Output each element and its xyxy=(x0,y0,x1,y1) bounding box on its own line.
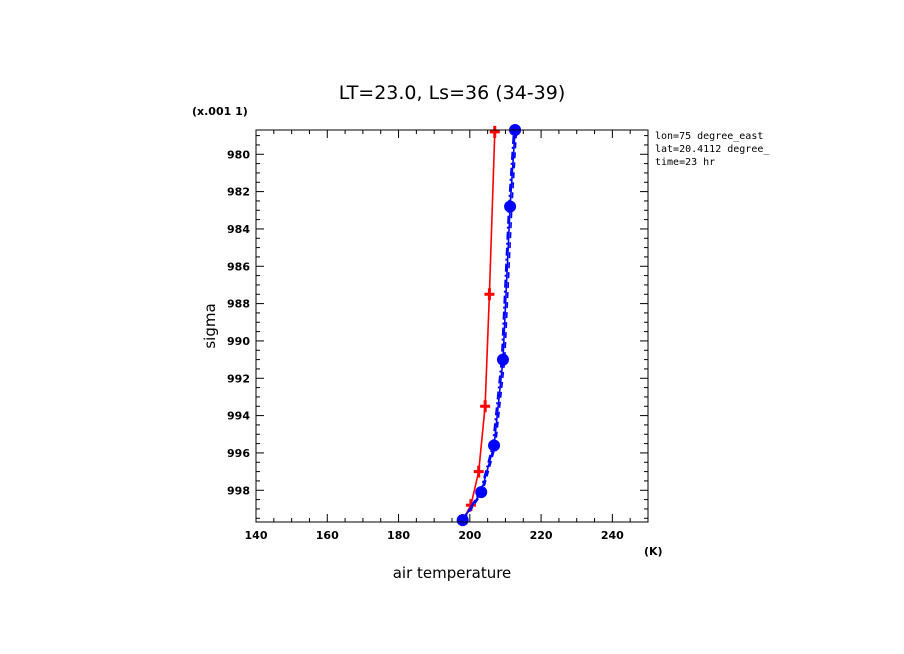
x-tick-label: 240 xyxy=(601,529,624,542)
y-scale-note: (x.001 1) xyxy=(192,105,248,118)
series-point-0 xyxy=(480,400,491,413)
y-tick-label: 982 xyxy=(227,186,250,199)
y-tick-label: 984 xyxy=(227,223,250,236)
axes-ticks: 140 160 180 200 220 240 980 982 984 986 988 990 992 9… xyxy=(227,130,649,542)
x-axis-label: air temperature xyxy=(393,564,512,582)
series-line-2 xyxy=(463,129,518,521)
info-lon: lon=75 degree_east xyxy=(655,131,763,142)
y-tick-label: 998 xyxy=(227,484,250,497)
y-tick-label: 988 xyxy=(227,298,250,311)
x-unit-label: (K) xyxy=(644,545,663,558)
series-point-1 xyxy=(475,486,488,499)
series-point-0 xyxy=(484,288,495,301)
x-tick-label: 180 xyxy=(387,529,410,542)
info-lat: lat=20.4112 degree_ xyxy=(655,144,770,155)
series-line-3 xyxy=(461,129,515,521)
series-point-1 xyxy=(488,439,501,452)
y-tick-label: 994 xyxy=(227,410,250,423)
series-point-0 xyxy=(473,465,484,478)
x-tick-label: 220 xyxy=(530,529,553,542)
y-tick-label: 992 xyxy=(227,372,250,385)
y-tick-label: 990 xyxy=(227,335,250,348)
info-time: time=23 hr xyxy=(655,157,715,168)
series-point-0 xyxy=(489,125,500,138)
series-point-1 xyxy=(504,200,517,213)
y-tick-label: 996 xyxy=(227,447,250,460)
x-tick-label: 160 xyxy=(316,529,339,542)
series-layer xyxy=(456,124,522,527)
y-tick-label: 980 xyxy=(227,148,250,161)
chart-title: LT=23.0, Ls=36 (34-39) xyxy=(339,82,566,104)
y-axis-label: sigma xyxy=(201,303,219,348)
series-point-1 xyxy=(496,353,509,366)
y-tick-label: 986 xyxy=(227,260,250,273)
x-tick-label: 200 xyxy=(458,529,481,542)
x-tick-label: 140 xyxy=(245,529,268,542)
plot-frame xyxy=(255,129,649,523)
